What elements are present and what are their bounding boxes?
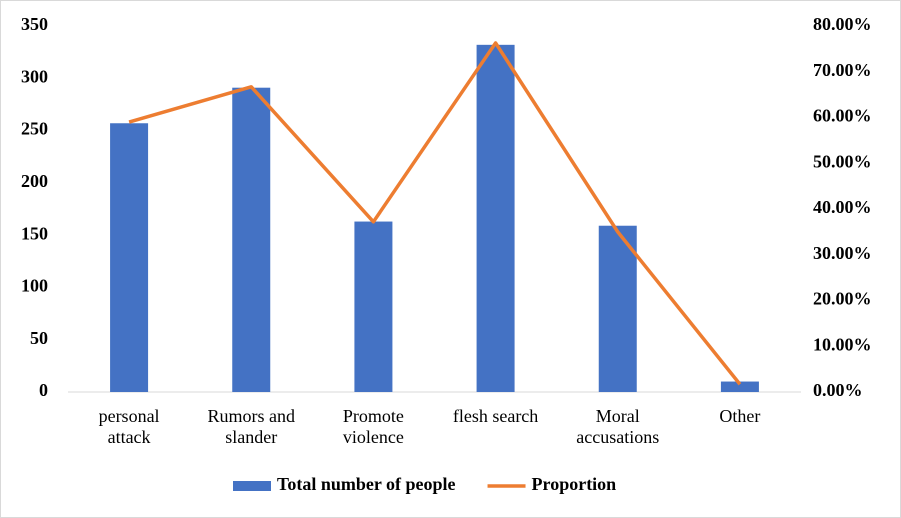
y-tick-label: 250 [21,119,48,139]
bar [110,123,149,392]
y-tick-label: 300 [21,66,48,86]
y-tick-label: 0 [39,380,48,400]
y2-tick-label: 10.00% [813,334,872,354]
y2-tick-label: 60.00% [813,106,872,126]
y-tick-label: 200 [21,171,48,191]
bar [720,381,759,392]
line [128,41,742,386]
y2-tick-label: 30.00% [813,243,872,263]
y-tick-label: 50 [30,328,48,348]
y2-tick-label: 80.00% [813,14,872,34]
bar [354,221,393,392]
y2-tick-label: 50.00% [813,151,872,171]
x-tick-label: flesh search [452,406,539,426]
x-tick-label: Promote violence [342,406,404,447]
y2-tick-label: 40.00% [813,197,872,217]
legend-label: Total number of people [277,474,456,494]
bar [476,44,515,393]
x-tick-label: Moral accusations [576,406,660,447]
bar [232,87,271,392]
y-tick-label: 100 [21,276,48,296]
x-tick-label: personal attack [98,406,160,447]
bar [598,225,637,392]
y2-tick-label: 0.00% [813,380,863,400]
y2-tick-label: 70.00% [813,60,872,80]
y-tick-label: 350 [21,14,48,34]
legend-swatch [233,481,271,491]
x-tick-label: Rumors and slander [207,406,296,447]
y2-tick-label: 20.00% [813,289,872,309]
x-tick-label: Other [719,406,761,426]
legend-label: Proportion [532,474,617,494]
y-tick-label: 150 [21,223,48,243]
